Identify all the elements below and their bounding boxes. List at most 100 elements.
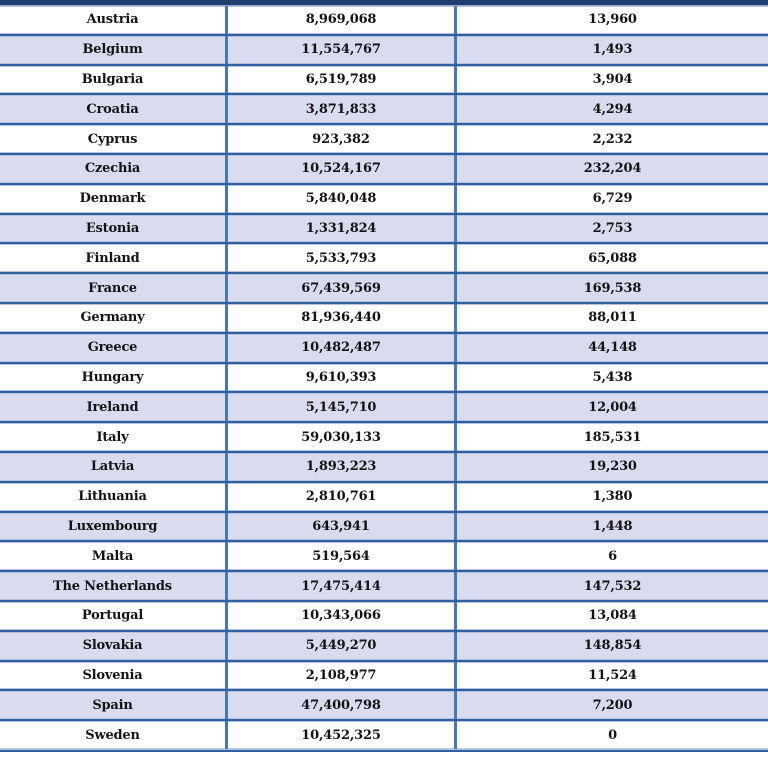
table-row: Slovenia 2,108,977 11,524 — [0, 659, 768, 690]
table-row: Spain 47,400,798 7,200 — [0, 689, 768, 720]
table-bottom-rule — [0, 748, 768, 752]
value-cell-2: 12,004 — [454, 393, 768, 422]
country-cell: Lithuania — [78, 489, 147, 505]
table-row: Austria 8,969,068 13,960 — [0, 6, 768, 34]
value-cell-1: 643,941 — [225, 512, 454, 541]
table-row: Luxembourg 643,941 1,448 — [0, 510, 768, 541]
value-cell-2: 13,960 — [454, 6, 768, 34]
country-cell: Slovenia — [82, 667, 143, 683]
value-cell-1: 59,030,133 — [225, 423, 454, 451]
table-row: The Netherlands 17,475,414 147,532 — [0, 570, 768, 600]
country-cell: Greece — [87, 340, 138, 356]
value-cell-1: 47,400,798 — [225, 691, 454, 720]
table-row: Hungary 9,610,393 5,438 — [0, 361, 768, 392]
country-cell: Hungary — [81, 369, 144, 385]
value-cell-1: 10,524,167 — [225, 154, 454, 183]
value-cell-2: 1,380 — [454, 482, 768, 511]
value-cell-2: 11,524 — [454, 661, 768, 690]
table-row: Croatia 3,871,833 4,294 — [0, 93, 768, 124]
table-row: Ireland 5,145,710 12,004 — [0, 391, 768, 422]
value-cell-2: 2,753 — [454, 214, 768, 243]
value-cell-2: 3,904 — [454, 65, 768, 94]
value-cell-1: 2,810,761 — [225, 482, 454, 511]
value-cell-1: 923,382 — [225, 125, 454, 153]
table-row: Cyprus 923,382 2,232 — [0, 123, 768, 153]
value-cell-2: 1,448 — [454, 512, 768, 541]
value-cell-2: 1,493 — [454, 35, 768, 64]
value-cell-2: 13,084 — [454, 601, 768, 630]
table-row: Malta 519,564 6 — [0, 540, 768, 571]
value-cell-1: 1,893,223 — [225, 452, 454, 481]
value-cell-2: 169,538 — [454, 274, 768, 302]
country-cell: Luxembourg — [67, 518, 158, 534]
value-cell-2: 185,531 — [454, 423, 768, 451]
table-row: Czechia 10,524,167 232,204 — [0, 152, 768, 183]
value-cell-1: 10,343,066 — [225, 601, 454, 630]
value-cell-1: 6,519,789 — [225, 65, 454, 94]
table-row: Germany 81,936,440 88,011 — [0, 301, 768, 332]
value-cell-1: 5,840,048 — [225, 184, 454, 213]
country-cell: Denmark — [79, 191, 146, 207]
country-cell: Bulgaria — [81, 71, 144, 87]
value-cell-2: 19,230 — [454, 452, 768, 481]
value-cell-2: 44,148 — [454, 333, 768, 362]
country-cell: The Netherlands — [53, 578, 172, 594]
value-cell-2: 65,088 — [454, 244, 768, 273]
table-row: Portugal 10,343,066 13,084 — [0, 599, 768, 630]
table-row: Sweden 10,452,325 0 — [0, 719, 768, 749]
value-cell-2: 6 — [454, 542, 768, 571]
value-cell-1: 3,871,833 — [225, 95, 454, 124]
country-cell: Austria — [86, 12, 139, 28]
table-row: France 67,439,569 169,538 — [0, 272, 768, 302]
value-cell-1: 5,145,710 — [225, 393, 454, 422]
value-cell-1: 1,331,824 — [225, 214, 454, 243]
value-cell-1: 5,533,793 — [225, 244, 454, 273]
country-cell: Italy — [96, 429, 129, 445]
value-cell-2: 2,232 — [454, 125, 768, 153]
value-cell-1: 67,439,569 — [225, 274, 454, 302]
country-cell: Sweden — [85, 727, 140, 743]
table-row: Latvia 1,893,223 19,230 — [0, 450, 768, 481]
table-row: Italy 59,030,133 185,531 — [0, 421, 768, 451]
country-cell: Latvia — [90, 459, 135, 475]
value-cell-1: 11,554,767 — [225, 35, 454, 64]
table-row: Bulgaria 6,519,789 3,904 — [0, 63, 768, 94]
country-cell: Spain — [92, 697, 133, 713]
table-row: Lithuania 2,810,761 1,380 — [0, 480, 768, 511]
table-row: Greece 10,482,487 44,148 — [0, 331, 768, 362]
value-cell-1: 2,108,977 — [225, 661, 454, 690]
value-cell-1: 8,969,068 — [225, 6, 454, 34]
value-cell-2: 5,438 — [454, 363, 768, 392]
value-cell-1: 5,449,270 — [225, 631, 454, 660]
header-bar-cutoff — [0, 0, 768, 6]
table-row: Slovakia 5,449,270 148,854 — [0, 629, 768, 660]
table-row: Finland 5,533,793 65,088 — [0, 242, 768, 273]
country-cell: Germany — [80, 310, 145, 326]
value-cell-2: 232,204 — [454, 154, 768, 183]
country-cell: Estonia — [85, 220, 140, 236]
country-cell: Czechia — [84, 161, 141, 177]
country-data-table: Austria 8,969,068 13,960 Belgium 11,554,… — [0, 6, 768, 749]
country-cell: Ireland — [86, 399, 139, 415]
value-cell-2: 88,011 — [454, 303, 768, 332]
country-cell: Cyprus — [87, 131, 138, 147]
value-cell-2: 148,854 — [454, 631, 768, 660]
country-cell: Croatia — [86, 101, 139, 117]
country-cell: Finland — [85, 250, 140, 266]
value-cell-2: 7,200 — [454, 691, 768, 720]
value-cell-1: 81,936,440 — [225, 303, 454, 332]
value-cell-1: 9,610,393 — [225, 363, 454, 392]
value-cell-2: 147,532 — [454, 572, 768, 600]
country-cell: France — [88, 280, 137, 296]
country-cell: Belgium — [82, 42, 143, 58]
value-cell-2: 0 — [454, 721, 768, 749]
value-cell-1: 10,452,325 — [225, 721, 454, 749]
table-row: Estonia 1,331,824 2,753 — [0, 212, 768, 243]
country-cell: Slovakia — [82, 638, 143, 654]
value-cell-2: 6,729 — [454, 184, 768, 213]
country-cell: Portugal — [81, 608, 144, 624]
value-cell-1: 10,482,487 — [225, 333, 454, 362]
value-cell-1: 519,564 — [225, 542, 454, 571]
country-cell: Malta — [91, 548, 134, 564]
